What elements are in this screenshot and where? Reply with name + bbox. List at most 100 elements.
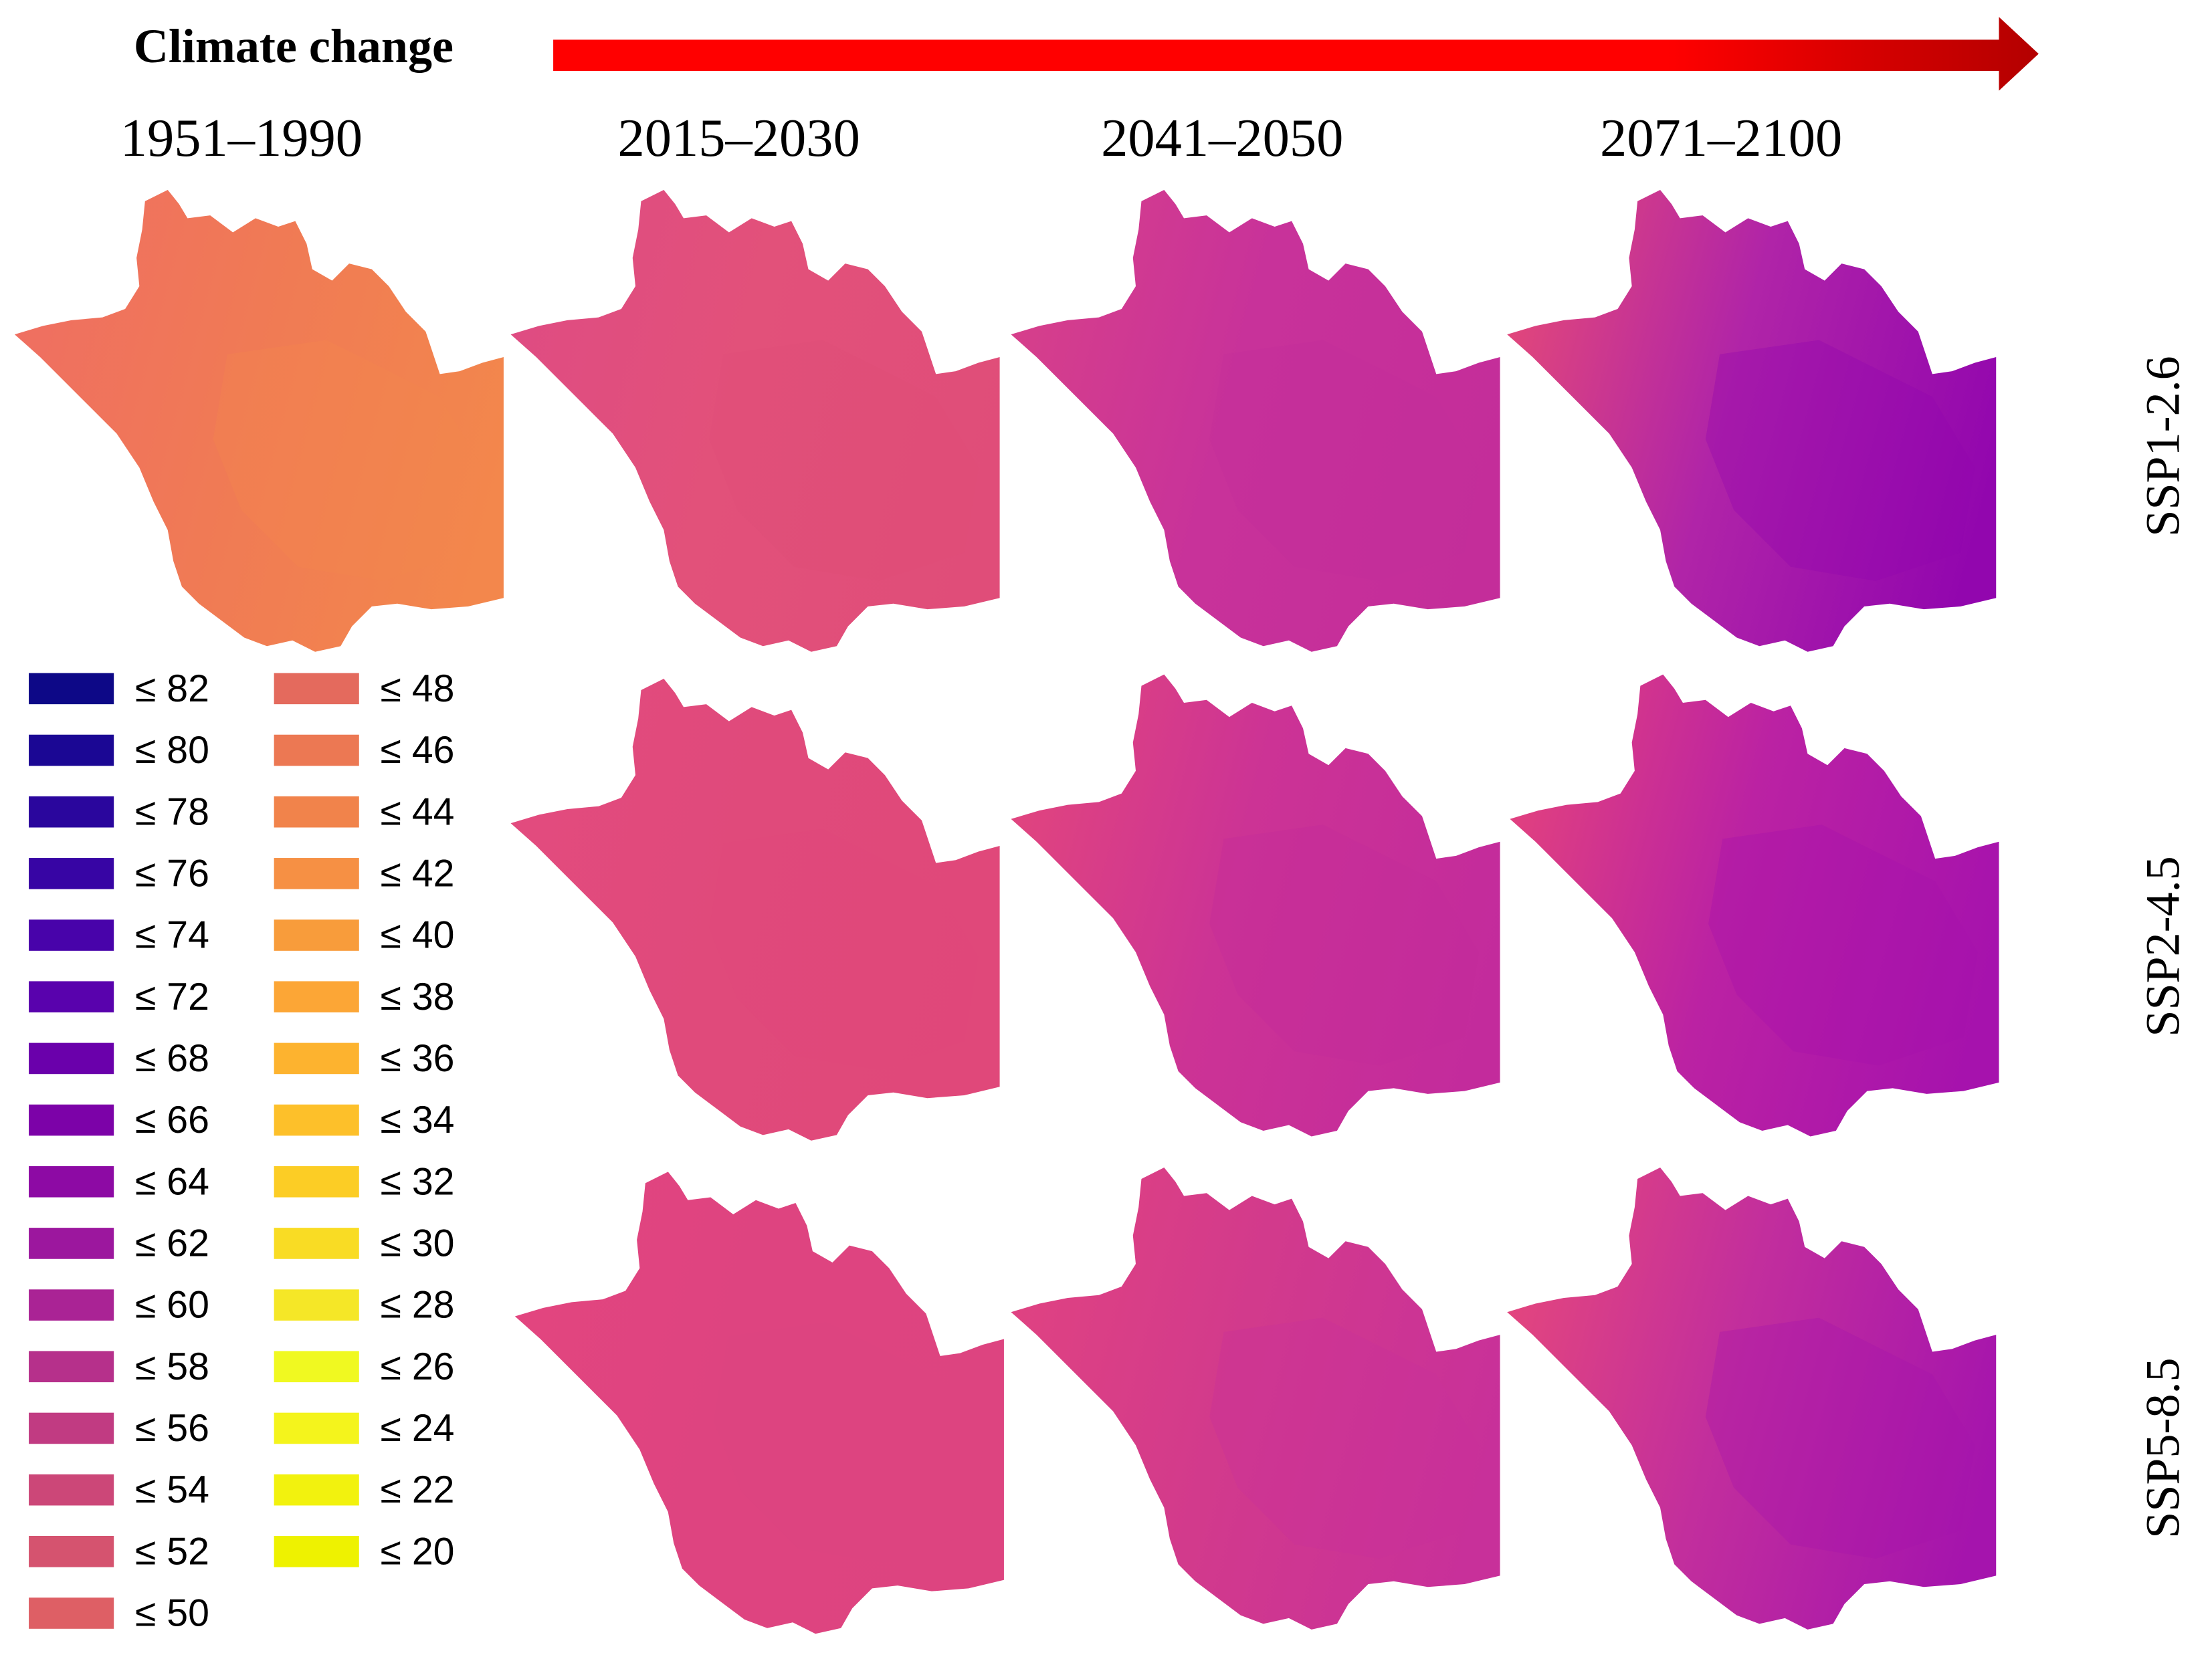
maps-layer [14, 189, 1999, 1634]
legend-swatch [29, 858, 114, 889]
scenario-label-ssp1-2-6: SSP1-2.6 [2136, 356, 2190, 536]
map-2041-2050-ssp1-2-6 [1011, 189, 1500, 652]
legend-swatch [29, 1228, 114, 1259]
legend-label: ≤ 62 [135, 1222, 209, 1264]
legend-label: ≤ 30 [381, 1222, 455, 1264]
map-region-shape [14, 189, 504, 652]
legend-label: ≤ 78 [135, 790, 209, 833]
map-2041-2050-ssp5-8-5 [1011, 1168, 1500, 1630]
legend-swatch [29, 1474, 114, 1506]
map-eastern-zone [1209, 1317, 1479, 1559]
map-2015-2030-ssp2-4-5 [510, 679, 1000, 1141]
legend-swatch [274, 1228, 359, 1259]
legend-swatch [29, 1166, 114, 1198]
map-2041-2050-ssp2-4-5 [1011, 674, 1500, 1137]
map-region-shape [514, 1172, 1004, 1634]
map-2015-2030-ssp1-2-6 [510, 189, 1000, 652]
map-region-shape [510, 679, 1000, 1141]
map-eastern-zone [1209, 824, 1479, 1066]
legend-label: ≤ 80 [135, 729, 209, 772]
legend-swatch [274, 1536, 359, 1567]
legend-label: ≤ 74 [135, 914, 209, 957]
legend-label: ≤ 50 [135, 1592, 209, 1635]
legend-swatch [29, 1104, 114, 1136]
legend-label: ≤ 60 [135, 1284, 209, 1327]
map-eastern-zone [1708, 824, 1978, 1066]
legend: ≤ 82 ≤ 80 ≤ 78 ≤ 76 ≤ 74 ≤ 72 ≤ 68 ≤ 66 ≤ 64 ≤ 62… [29, 667, 454, 1635]
map-region-shape [510, 189, 1000, 652]
legend-swatch [29, 1412, 114, 1444]
legend-label: ≤ 58 [135, 1345, 209, 1388]
legend-label: ≤ 66 [135, 1099, 209, 1141]
map-eastern-zone [1705, 340, 1975, 581]
period-label-1951-1990: 1951–1990 [120, 108, 363, 168]
legend-swatch [274, 1166, 359, 1198]
map-region-shape [1011, 189, 1500, 652]
legend-swatch [274, 1289, 359, 1321]
legend-swatch [29, 734, 114, 766]
map-eastern-zone [1209, 340, 1479, 581]
legend-label: ≤ 36 [381, 1037, 455, 1080]
map-region-shape [1011, 1168, 1500, 1630]
legend-swatch [29, 796, 114, 828]
legend-swatch [274, 919, 359, 951]
map-eastern-zone [709, 829, 979, 1070]
legend-swatch [29, 1597, 114, 1629]
legend-label: ≤ 32 [381, 1160, 455, 1203]
legend-label: ≤ 82 [135, 667, 209, 710]
legend-label: ≤ 52 [135, 1530, 209, 1573]
map-region-shape [1507, 1168, 1997, 1630]
map-2015-2030-ssp5-8-5 [514, 1172, 1004, 1634]
legend-swatch [29, 1536, 114, 1567]
period-label-2015-2030: 2015–2030 [618, 108, 860, 168]
map-2071-2100-ssp5-8-5 [1507, 1168, 1997, 1630]
scenario-label-ssp5-8-5: SSP5-8.5 [2136, 1358, 2190, 1539]
period-label-2071-2100: 2071–2100 [1600, 108, 1842, 168]
legend-label: ≤ 72 [135, 976, 209, 1018]
map-region-shape [1507, 189, 1997, 652]
legend-label: ≤ 34 [381, 1099, 455, 1141]
map-eastern-zone [713, 1322, 983, 1563]
legend-swatch [29, 1042, 114, 1075]
map-region-shape [1510, 674, 1999, 1137]
map-2071-2100-ssp2-4-5 [1510, 674, 1999, 1137]
legend-swatch [274, 1474, 359, 1506]
legend-label: ≤ 42 [381, 852, 455, 895]
legend-label: ≤ 76 [135, 852, 209, 895]
legend-label: ≤ 48 [381, 667, 455, 710]
legend-swatch [274, 1351, 359, 1383]
legend-swatch [274, 1412, 359, 1444]
legend-swatch [29, 673, 114, 705]
period-headers: 1951–1990 2015–2030 2041–2050 2071–2100 [120, 108, 1843, 168]
legend-swatch [274, 734, 359, 766]
legend-label: ≤ 26 [381, 1345, 455, 1388]
legend-swatch [274, 981, 359, 1013]
legend-swatch [274, 1104, 359, 1136]
legend-label: ≤ 20 [381, 1530, 455, 1573]
legend-label: ≤ 24 [381, 1407, 455, 1450]
figure-title: Climate change [134, 19, 454, 73]
legend-label: ≤ 68 [135, 1037, 209, 1080]
legend-label: ≤ 56 [135, 1407, 209, 1450]
map-1951-1990-ssp1-2-6 [14, 189, 504, 652]
map-eastern-zone [213, 340, 483, 581]
legend-label: ≤ 40 [381, 914, 455, 957]
legend-label: ≤ 64 [135, 1160, 209, 1203]
legend-label: ≤ 28 [381, 1284, 455, 1327]
scenario-labels: SSP1-2.6 SSP2-4.5 SSP5-8.5 [2136, 356, 2190, 1538]
legend-swatch [274, 673, 359, 705]
legend-swatch [29, 1351, 114, 1383]
legend-swatch [274, 796, 359, 828]
legend-swatch [274, 1042, 359, 1075]
legend-label: ≤ 44 [381, 790, 455, 833]
legend-label: ≤ 22 [381, 1468, 455, 1511]
map-region-shape [1011, 674, 1500, 1137]
map-eastern-zone [709, 340, 979, 581]
legend-label: ≤ 38 [381, 976, 455, 1018]
time-arrow [553, 17, 2039, 91]
legend-swatch [29, 919, 114, 951]
legend-swatch [29, 1289, 114, 1321]
map-2071-2100-ssp1-2-6 [1507, 189, 1997, 652]
legend-label: ≤ 46 [381, 729, 455, 772]
